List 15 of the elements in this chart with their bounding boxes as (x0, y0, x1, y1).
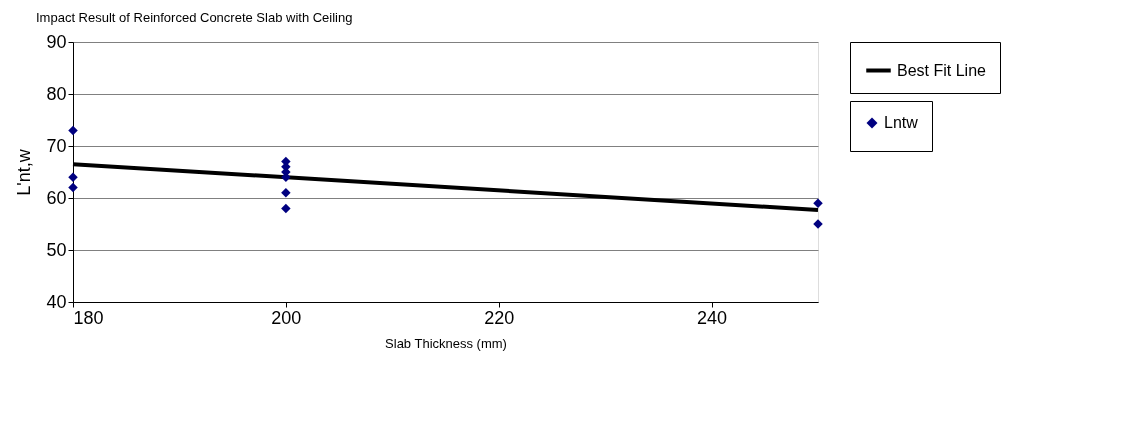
y-axis-title: L'nt,w (14, 148, 35, 196)
legend-label: Best Fit Line (897, 61, 987, 79)
y-tick-label: 40 (46, 291, 67, 312)
legend-label: Lntw (884, 114, 919, 131)
x-axis-title: Slab Thickness (mm) (385, 335, 507, 351)
chart-title: Impact Result of Reinforced Concrete Slab with Ceiling (35, 10, 353, 25)
x-tick-label: 180 (73, 307, 104, 328)
y-tick-label: 60 (46, 187, 67, 208)
x-tick-label: 220 (484, 307, 515, 328)
y-tick-label: 70 (46, 135, 67, 156)
y-tick-label: 80 (46, 83, 67, 104)
x-tick-label: 240 (697, 307, 728, 328)
y-tick-label: 90 (46, 31, 67, 52)
x-tick-label: 200 (271, 307, 302, 328)
y-tick-label: 50 (46, 239, 67, 260)
